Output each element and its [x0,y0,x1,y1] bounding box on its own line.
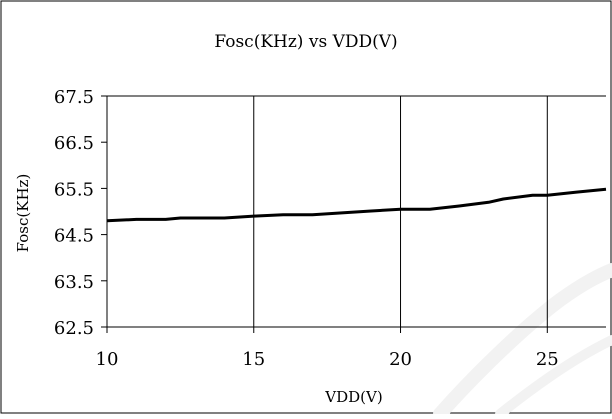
x-tick-label: 25 [536,349,559,370]
watermark-stroke [433,263,612,419]
y-tick-label: 66.5 [54,133,94,154]
watermark-stroke [495,335,612,419]
series-line [106,187,607,223]
plot-area: 67.5 66.5 65.5 64.5 63.5 62.510 15 20 25 [54,87,607,370]
y-tick-label: 62.5 [54,318,94,339]
chart-title: Fosc(KHz) vs VDD(V) [214,32,397,52]
watermark [433,263,612,419]
y-tick-label: 63.5 [54,272,94,293]
y-tick-label: 67.5 [54,87,94,108]
x-tick-label: 20 [389,349,412,370]
y-axis-label: Fosc(KHz) [14,174,32,253]
x-tick-label: 15 [242,349,265,370]
x-tick-label: 10 [96,349,119,370]
x-axis-label: VDD(V) [324,388,382,406]
y-tick-label: 64.5 [54,226,94,247]
y-tick-label: 65.5 [54,179,94,200]
